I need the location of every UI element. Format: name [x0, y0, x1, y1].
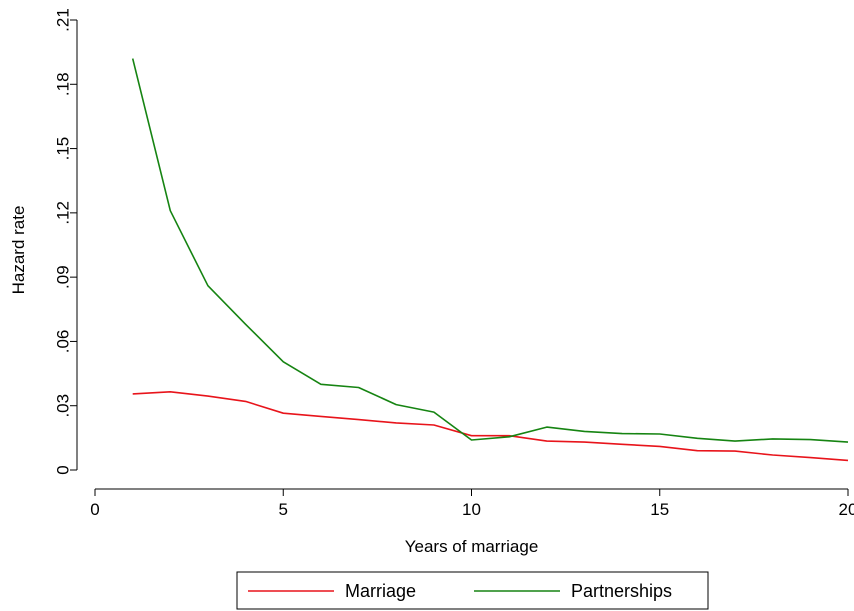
x-tick-label: 20 — [839, 500, 854, 519]
y-axis-title: Hazard rate — [9, 206, 28, 295]
y-tick-label: .06 — [54, 330, 73, 354]
y-tick-label: .15 — [54, 137, 73, 161]
y-tick-label: .03 — [54, 394, 73, 418]
x-tick-label: 0 — [90, 500, 99, 519]
series-line-partnerships — [131, 58, 849, 443]
y-ticks: 0 .03 .06 .09 .12 .15 .18 .21 — [54, 8, 77, 475]
y-tick-label: .18 — [54, 72, 73, 96]
series-lines — [131, 58, 849, 462]
x-tick-label: 5 — [279, 500, 288, 519]
legend-label-marriage: Marriage — [345, 581, 416, 601]
y-tick-label: .21 — [54, 8, 73, 32]
legend: Marriage Partnerships — [236, 571, 709, 610]
x-axis-title: Years of marriage — [405, 537, 539, 556]
y-tick-label: 0 — [54, 465, 73, 474]
x-ticks: 0 5 10 15 20 — [90, 489, 854, 519]
y-tick-label: .12 — [54, 201, 73, 225]
legend-label-partnerships: Partnerships — [571, 581, 672, 601]
x-tick-label: 10 — [462, 500, 481, 519]
y-tick-label: .09 — [54, 265, 73, 289]
x-tick-label: 15 — [650, 500, 669, 519]
series-line-marriage — [132, 390, 849, 462]
